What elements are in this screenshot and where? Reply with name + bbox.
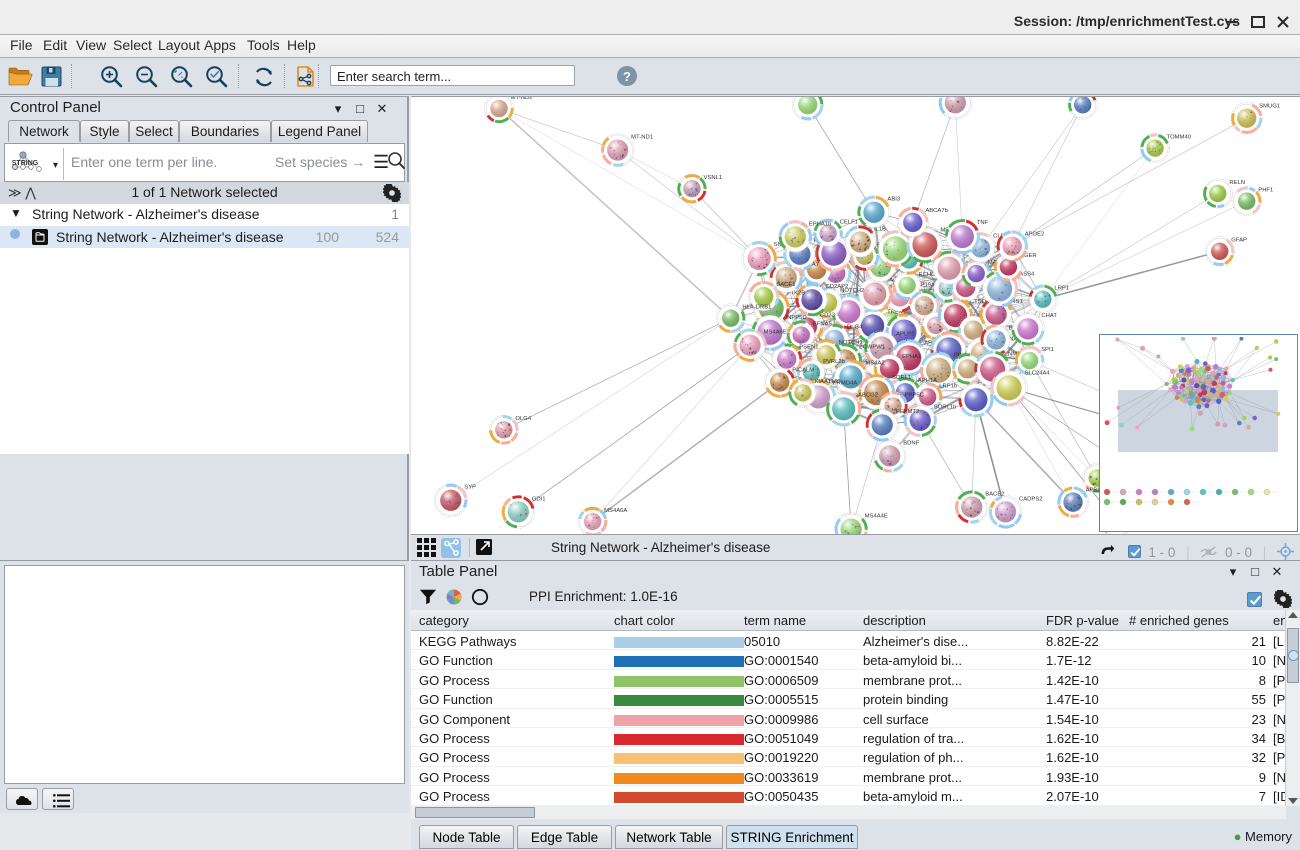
svg-text:BACE1: BACE1 [776,282,795,288]
svg-text:PICALM: PICALM [792,367,814,373]
svg-text:VSNL1: VSNL1 [704,175,723,181]
svg-text:PVRL2b: PVRL2b [823,359,846,365]
svg-text:INPP5D: INPP5D [785,315,806,321]
svg-text:PPP5C: PPP5C [905,392,925,398]
svg-text:CADPS2: CADPS2 [1019,496,1043,502]
svg-text:DLG4: DLG4 [847,325,863,331]
svg-text:ZCWPW1: ZCWPW1 [859,344,885,350]
svg-text:CD2AP2: CD2AP2 [825,284,848,290]
svg-text:NOTCH1: NOTCH1 [839,340,863,346]
svg-text:MS4A6E: MS4A6E [764,330,787,336]
svg-text:TNF: TNF [977,220,989,226]
svg-text:?: ? [623,69,631,84]
svg-text:KIAA1149: KIAA1149 [814,379,840,385]
svg-text:EFNA5: EFNA5 [813,321,833,327]
svg-text:FERMT2: FERMT2 [896,409,920,415]
svg-text:LRP1b: LRP1b [939,383,958,389]
svg-text:GFAP: GFAP [1231,238,1247,244]
svg-text:ABCG2: ABCG2 [858,392,878,398]
svg-text:ABCA7b: ABCA7b [925,208,948,214]
svg-text:SYP: SYP [464,485,476,491]
svg-text:SMUG1: SMUG1 [1259,104,1280,110]
svg-text:SORL1b: SORL1b [934,405,957,411]
svg-text:PSEN1: PSEN1 [799,344,818,350]
svg-text:APLP2: APLP2 [896,331,914,337]
svg-text:SORL1: SORL1 [892,375,911,381]
svg-text:MS4A4E: MS4A4E [865,514,888,520]
svg-text:STRING: STRING [12,160,39,167]
svg-text:PHF1: PHF1 [1258,188,1273,194]
svg-text:MT-ND1: MT-ND1 [631,134,653,140]
svg-text:HLA-DRB1: HLA-DRB1 [742,305,771,311]
svg-text:APOE2: APOE2 [1025,232,1045,238]
svg-text:TOMM40: TOMM40 [1167,134,1192,140]
svg-text:EPHA1: EPHA1 [902,354,921,360]
svg-text:BDNF: BDNF [903,440,919,446]
svg-text:BACE2: BACE2 [985,491,1004,497]
svg-text:MS4A2: MS4A2 [865,360,884,366]
svg-text:CD33: CD33 [820,312,836,318]
svg-text:CELF1: CELF1 [840,220,858,226]
svg-text:RELN: RELN [1229,180,1245,186]
svg-text:MT-ND2: MT-ND2 [511,97,533,101]
svg-text:MS4A6A: MS4A6A [604,508,627,514]
svg-text:LRP1: LRP1 [1054,286,1069,292]
svg-text:SPI1: SPI1 [1041,347,1054,353]
svg-text:ABI3: ABI3 [887,197,900,203]
svg-text:SLC24A4: SLC24A4 [1025,370,1051,376]
svg-text:EPHA1b: EPHA1b [809,221,832,227]
svg-text:OLG4: OLG4 [515,416,531,422]
svg-text:CHAT: CHAT [1041,313,1057,319]
svg-text:GDI1: GDI1 [532,496,546,502]
